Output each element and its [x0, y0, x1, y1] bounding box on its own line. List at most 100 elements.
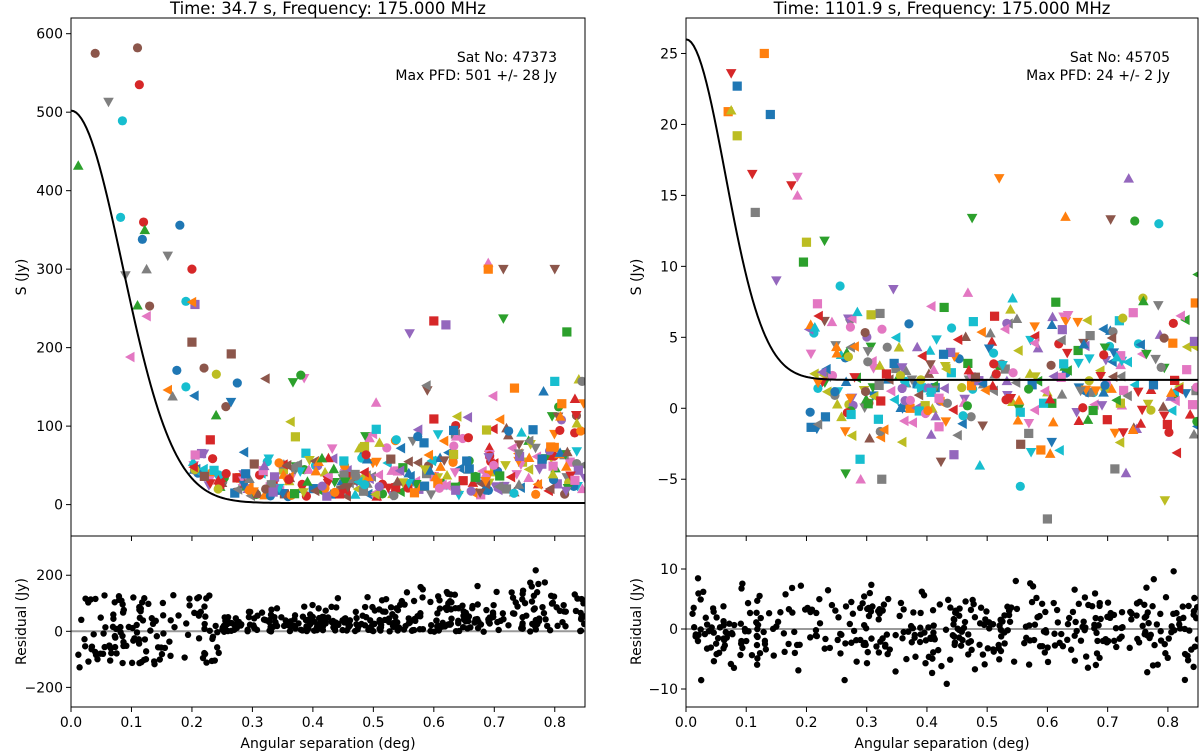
- data-point: [1023, 419, 1035, 429]
- data-point: [1110, 464, 1120, 474]
- residual-point: [401, 601, 408, 608]
- residual-point: [493, 588, 500, 596]
- data-point: [308, 484, 318, 494]
- data-point: [435, 461, 446, 471]
- residual-point: [710, 657, 718, 665]
- data-point: [1180, 389, 1192, 399]
- residual-point: [922, 659, 929, 667]
- data-point: [1100, 380, 1110, 390]
- residual-y-tick-label: 10: [660, 562, 678, 578]
- residual-point: [956, 612, 963, 619]
- data-point: [550, 376, 560, 386]
- residual-point: [78, 616, 85, 624]
- data-point: [1175, 310, 1185, 322]
- residual-point: [1136, 598, 1143, 605]
- data-point: [960, 331, 971, 341]
- data-point: [939, 302, 949, 313]
- residual-point: [389, 622, 397, 630]
- data-point: [1115, 359, 1126, 370]
- residual-point: [862, 641, 869, 649]
- residual-point: [869, 603, 876, 610]
- residual-point: [87, 596, 94, 603]
- residual-point: [942, 626, 950, 633]
- data-point: [429, 316, 439, 326]
- residual-point: [788, 584, 796, 592]
- y-tick-label: 20: [660, 117, 678, 133]
- data-point: [507, 442, 517, 454]
- data-point: [1015, 481, 1025, 491]
- residual-point: [1069, 608, 1077, 616]
- data-point: [339, 470, 349, 480]
- residual-point: [477, 621, 485, 628]
- data-point: [557, 399, 567, 409]
- residual-scatter: [71, 567, 585, 671]
- residual-point: [439, 619, 446, 627]
- data-point: [501, 484, 512, 494]
- data-point: [819, 236, 830, 247]
- data-point: [403, 467, 415, 478]
- data-point: [397, 478, 409, 488]
- residual-point: [753, 632, 760, 640]
- data-point: [392, 476, 403, 486]
- data-point: [835, 281, 845, 291]
- data-point: [1078, 403, 1088, 413]
- residual-y-tick-label: −200: [25, 680, 63, 696]
- residual-point: [739, 580, 746, 587]
- data-point: [555, 425, 565, 436]
- residual-point: [950, 633, 958, 640]
- main-scatter: [686, 38, 1198, 524]
- residual-point: [1170, 568, 1177, 575]
- residual-point: [113, 650, 120, 657]
- data-point: [1025, 335, 1036, 346]
- data-point: [805, 407, 815, 417]
- data-point: [1051, 297, 1061, 307]
- data-point: [463, 433, 473, 443]
- residual-point: [322, 607, 329, 614]
- residual-point: [753, 619, 760, 626]
- data-point: [1038, 398, 1049, 408]
- residual-point: [119, 609, 127, 616]
- residual-point: [1150, 576, 1157, 583]
- data-point: [1008, 368, 1018, 378]
- data-point: [1025, 447, 1037, 458]
- residual-point: [804, 604, 811, 612]
- residual-point: [328, 603, 335, 611]
- residual-point: [266, 627, 273, 634]
- data-point: [925, 429, 937, 439]
- residual-point: [1190, 611, 1197, 618]
- data-point: [895, 370, 906, 381]
- data-point: [570, 475, 580, 485]
- data-point: [139, 224, 151, 235]
- data-point: [941, 363, 951, 375]
- residual-point: [1031, 621, 1039, 628]
- y-tick-label: 25: [660, 46, 678, 62]
- fit-curve: [686, 38, 1198, 381]
- residual-point: [929, 655, 936, 662]
- residual-point: [361, 603, 369, 611]
- residual-point: [739, 644, 746, 652]
- residual-point: [1033, 594, 1040, 602]
- data-point: [252, 488, 264, 499]
- data-point: [968, 317, 978, 327]
- data-point: [1005, 304, 1016, 314]
- data-point: [421, 380, 431, 391]
- data-point: [181, 382, 191, 392]
- data-point: [327, 453, 338, 464]
- data-point: [940, 417, 952, 427]
- data-point: [289, 489, 300, 499]
- data-point: [394, 465, 405, 477]
- data-point: [1029, 337, 1039, 349]
- data-point: [423, 449, 434, 461]
- residual-point: [577, 627, 584, 635]
- residual-point: [368, 626, 375, 634]
- residual-point: [110, 615, 117, 622]
- data-point: [208, 454, 218, 464]
- residual-point: [765, 610, 773, 617]
- residual-point: [509, 594, 517, 601]
- residual-point: [938, 662, 945, 670]
- data-point: [1118, 313, 1128, 323]
- data-point: [221, 402, 231, 412]
- data-point: [569, 393, 581, 404]
- residual-point: [282, 621, 289, 629]
- residual-point: [1004, 627, 1011, 634]
